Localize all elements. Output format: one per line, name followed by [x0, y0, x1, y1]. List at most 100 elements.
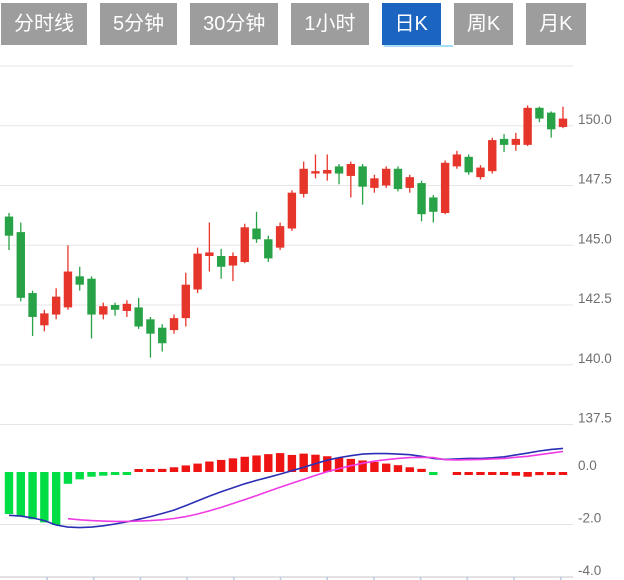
candle-body [417, 183, 426, 215]
candle-body [429, 197, 438, 212]
candle-body [4, 216, 14, 236]
dea-line [67, 450, 564, 523]
candle-body [311, 171, 320, 174]
macd-hist-bar [181, 465, 191, 472]
candle-body [158, 327, 167, 344]
candle-body [216, 256, 226, 267]
macd-hist-bar [464, 472, 473, 475]
candle-body [205, 252, 214, 257]
grid-layer [0, 65, 573, 525]
macd-hist-bar [393, 465, 403, 472]
candle-body [122, 303, 132, 311]
macd-hist-bar [287, 454, 297, 472]
macd-hist-bar [358, 460, 367, 472]
macd-hist-bar [16, 472, 25, 517]
price-axis-label: 142.5 [578, 291, 612, 306]
macd-hist-bar [63, 472, 73, 484]
candle-body [240, 227, 249, 262]
candle-body [287, 192, 297, 229]
macd-hist-bar [205, 461, 214, 472]
candle-body [323, 169, 332, 174]
candle-body [405, 177, 414, 188]
macd-hist-bar [169, 467, 179, 472]
candle-body [264, 239, 273, 259]
candle-body [393, 168, 403, 190]
macd-axis-label: 0.0 [578, 458, 597, 473]
candle-body [346, 163, 356, 176]
macd-hist-bar [299, 453, 308, 472]
candle-body [299, 168, 308, 194]
tab-1hour[interactable]: 1小时 [291, 3, 369, 45]
candle-body [370, 178, 379, 188]
axis-labels: 150.0 147.5 145.0 142.5 140.0 137.5 0.0 -2.0 -4.… [578, 112, 612, 578]
macd-hist-bar [499, 472, 509, 475]
period-tabbar: 分时线 5分钟 30分钟 1小时 日K 周K 月K [0, 0, 624, 47]
macd-hist-bar [193, 463, 202, 472]
macd-axis-label: -4.0 [578, 563, 601, 578]
macd-hist-bar [558, 472, 568, 475]
tab-5min[interactable]: 5分钟 [100, 3, 178, 45]
macd-hist-bar [228, 458, 238, 472]
macd-hist-bar [134, 469, 143, 472]
macd-hist-bar [51, 472, 61, 526]
price-axis-label: 137.5 [578, 411, 612, 426]
price-axis-label: 150.0 [578, 112, 612, 127]
macd-hist-bar [99, 472, 108, 476]
tab-timeline[interactable]: 分时线 [1, 3, 87, 45]
candle-body [358, 166, 367, 187]
candle-layer [4, 105, 568, 358]
price-axis-label: 147.5 [578, 172, 612, 187]
macd-hist-bar [405, 467, 414, 472]
x-axis [0, 576, 573, 580]
candle-body [99, 306, 108, 315]
macd-hist-bar [40, 472, 49, 523]
dif-line [8, 447, 564, 529]
macd-hist-bar [523, 472, 532, 477]
candle-body [547, 112, 556, 130]
candle-body [110, 305, 120, 310]
macd-hist-bar [511, 472, 521, 476]
macd-hist-bar [370, 462, 379, 472]
macd-lines [8, 447, 564, 529]
price-axis-label: 140.0 [578, 351, 612, 366]
tab-weekly-k[interactable]: 周K [453, 3, 514, 45]
candle-body [146, 319, 155, 334]
tab-daily-k[interactable]: 日K [381, 3, 454, 47]
macd-hist-bar [323, 456, 332, 472]
candle-body [334, 166, 344, 174]
macd-hist-bar [28, 472, 37, 520]
candle-body [28, 293, 37, 317]
macd-hist-bar [488, 472, 497, 475]
candle-body [87, 278, 96, 315]
macd-hist-bar [75, 472, 84, 480]
macd-hist-bar [417, 468, 426, 472]
macd-hist-bar [110, 472, 120, 475]
macd-hist-bar [476, 472, 485, 475]
candle-body [16, 232, 25, 298]
macd-hist-bar [240, 456, 249, 472]
candle-body [193, 253, 202, 290]
candle-body [499, 138, 509, 145]
macd-hist-bar [535, 472, 544, 476]
candle-body [476, 167, 485, 178]
macd-hist-bar [146, 469, 155, 472]
macd-hist-bar [122, 472, 132, 475]
macd-hist-bar [216, 459, 226, 472]
candle-body [275, 226, 285, 248]
macd-hist-bar [158, 468, 167, 472]
candle-body [523, 107, 532, 145]
candle-body [452, 154, 462, 167]
candle-body [51, 296, 61, 315]
candle-body [181, 284, 191, 319]
macd-hist-bar [264, 454, 273, 472]
candle-body [40, 313, 49, 326]
candle-body [252, 228, 261, 240]
candle-body [169, 318, 179, 331]
macd-histogram [4, 453, 568, 526]
tab-monthly-k[interactable]: 月K [526, 3, 586, 45]
macd-hist-bar [87, 472, 96, 477]
candle-body [464, 156, 473, 173]
candle-body [535, 107, 544, 119]
tab-30min[interactable]: 30分钟 [190, 3, 279, 45]
